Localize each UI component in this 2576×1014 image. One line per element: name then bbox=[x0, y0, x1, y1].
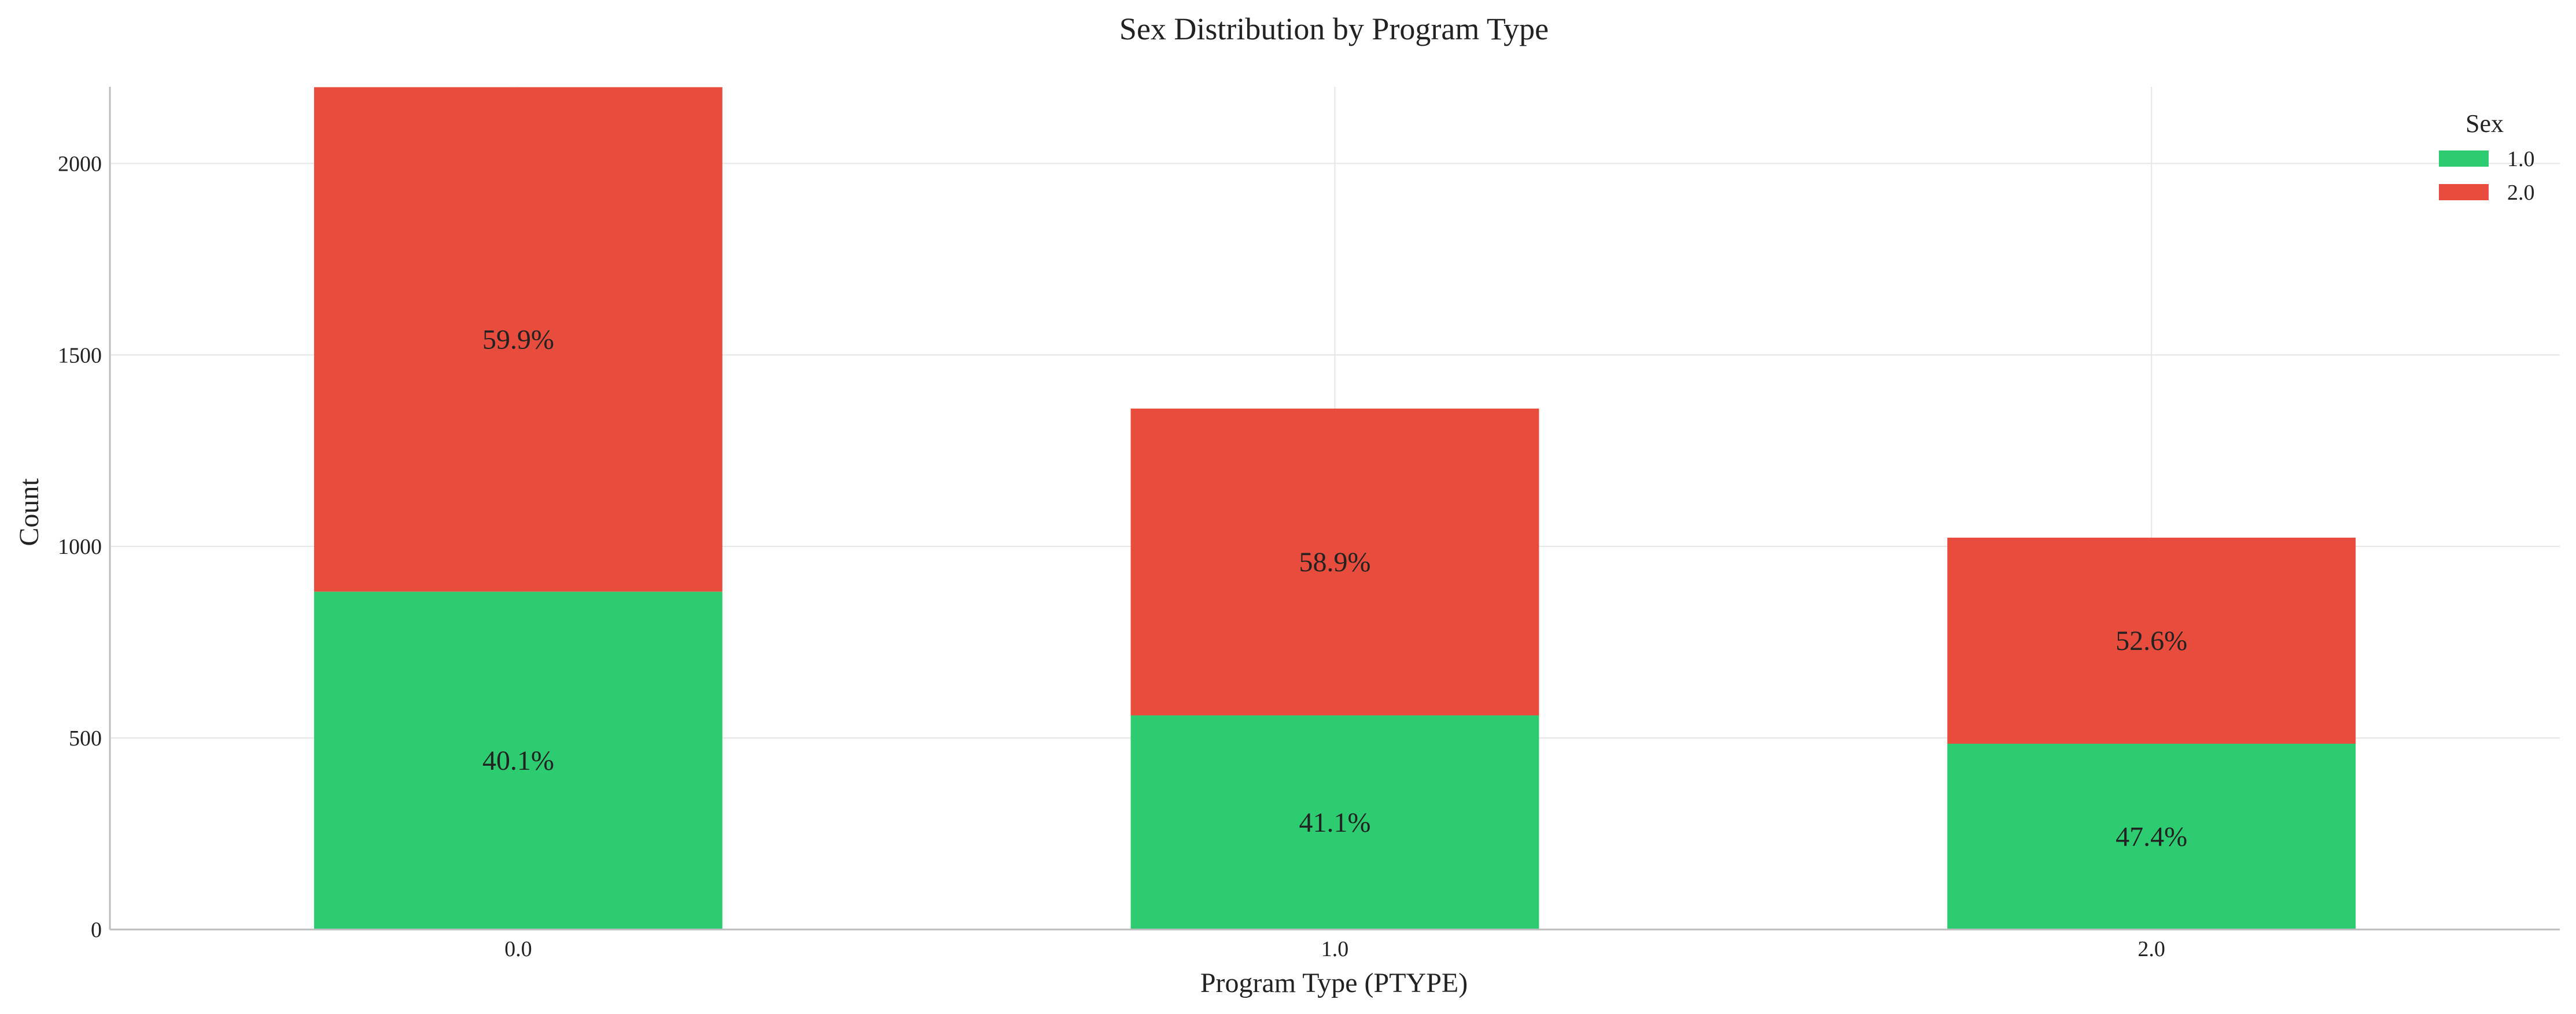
bar-percent-label: 59.9% bbox=[482, 324, 554, 355]
bar-percent-label: 41.1% bbox=[1299, 807, 1371, 838]
legend: Sex 1.0 2.0 bbox=[2439, 109, 2535, 205]
x-tick-label: 0.0 bbox=[504, 937, 532, 961]
x-axis-label: Program Type (PTYPE) bbox=[1200, 968, 1468, 998]
legend-title: Sex bbox=[2466, 109, 2504, 138]
legend-entry-label: 2.0 bbox=[2507, 181, 2535, 205]
chart-title: Sex Distribution by Program Type bbox=[1119, 12, 1549, 46]
y-tick-label: 1000 bbox=[58, 535, 102, 559]
bar-percent-label: 47.4% bbox=[2116, 822, 2187, 853]
y-tick-label: 500 bbox=[69, 726, 102, 751]
bar-percent-label: 58.9% bbox=[1299, 547, 1371, 578]
y-tick-label: 2000 bbox=[58, 152, 102, 176]
axes-layer: 0 500 1000 1500 2000 0.0 1.0 2.0 bbox=[58, 87, 2560, 961]
legend-entry-label: 1.0 bbox=[2507, 147, 2535, 171]
bars-layer: 40.1% 59.9% 41.1% 58.9% 47.4% 52.6% bbox=[314, 87, 2356, 930]
bar-sex-1 bbox=[1130, 715, 1539, 930]
bar-sex-2 bbox=[1130, 408, 1539, 716]
bar-percent-label: 40.1% bbox=[482, 745, 554, 776]
y-tick-label: 0 bbox=[91, 918, 102, 942]
y-tick-label: 1500 bbox=[58, 343, 102, 368]
bar-sex-1 bbox=[314, 592, 723, 930]
x-tick-label: 2.0 bbox=[2138, 937, 2165, 961]
bar-sex-1 bbox=[1947, 744, 2356, 930]
bar-sex-2 bbox=[1947, 537, 2356, 744]
bar-percent-label: 52.6% bbox=[2116, 626, 2187, 656]
x-tick-label: 1.0 bbox=[1321, 937, 1349, 961]
legend-swatch bbox=[2439, 150, 2489, 167]
y-axis-label: Count bbox=[14, 478, 45, 546]
bar-sex-2 bbox=[314, 87, 723, 592]
legend-swatch bbox=[2439, 184, 2489, 200]
